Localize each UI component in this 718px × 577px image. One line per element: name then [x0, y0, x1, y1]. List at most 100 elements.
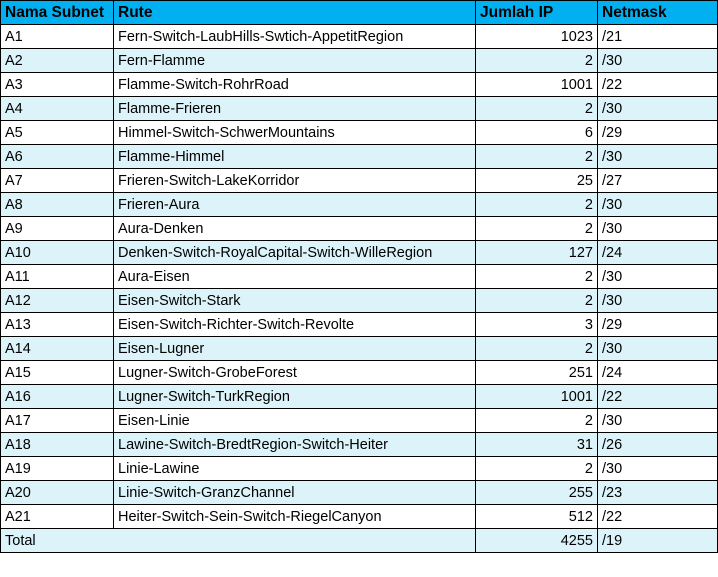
cell-netmask[interactable]: /30 [597, 408, 718, 433]
cell-ip-count[interactable]: 1001 [475, 384, 598, 409]
cell-netmask[interactable]: /27 [597, 168, 718, 193]
cell-subnet[interactable]: A5 [0, 120, 114, 145]
cell-ip-count[interactable]: 1023 [475, 24, 598, 49]
cell-subnet[interactable]: A15 [0, 360, 114, 385]
cell-route[interactable]: Flamme-Switch-RohrRoad [113, 72, 476, 97]
cell-route[interactable]: Frieren-Switch-LakeKorridor [113, 168, 476, 193]
cell-subnet[interactable]: A20 [0, 480, 114, 505]
cell-ip-count[interactable]: 255 [475, 480, 598, 505]
cell-ip-count[interactable]: 25 [475, 168, 598, 193]
cell-ip-count[interactable]: 251 [475, 360, 598, 385]
cell-ip-count[interactable]: 2 [475, 336, 598, 361]
cell-subnet[interactable]: A19 [0, 456, 114, 481]
cell-route[interactable]: Eisen-Linie [113, 408, 476, 433]
cell-route[interactable]: Eisen-Lugner [113, 336, 476, 361]
cell-subnet[interactable]: A4 [0, 96, 114, 121]
cell-route[interactable]: Himmel-Switch-SchwerMountains [113, 120, 476, 145]
table-row: A5 Himmel-Switch-SchwerMountains 6/29 [0, 120, 718, 145]
cell-subnet[interactable]: A3 [0, 72, 114, 97]
header-cell-ip-count[interactable]: Jumlah IP [475, 0, 598, 25]
table-row: A12 Eisen-Switch-Stark 2/30 [0, 288, 718, 313]
total-route-cell[interactable] [113, 528, 476, 553]
cell-netmask[interactable]: /23 [597, 480, 718, 505]
cell-ip-count[interactable]: 127 [475, 240, 598, 265]
cell-ip-count[interactable]: 2 [475, 192, 598, 217]
table-row: A16 Lugner-Switch-TurkRegion 1001/22 [0, 384, 718, 409]
cell-route[interactable]: Flamme-Himmel [113, 144, 476, 169]
cell-netmask[interactable]: /30 [597, 216, 718, 241]
cell-ip-count[interactable]: 2 [475, 96, 598, 121]
cell-subnet[interactable]: A2 [0, 48, 114, 73]
cell-ip-count[interactable]: 31 [475, 432, 598, 457]
cell-netmask[interactable]: /22 [597, 504, 718, 529]
cell-netmask[interactable]: /30 [597, 192, 718, 217]
cell-ip-count[interactable]: 2 [475, 216, 598, 241]
cell-netmask[interactable]: /30 [597, 144, 718, 169]
cell-route[interactable]: Fern-Switch-LaubHills-Swtich-AppetitRegi… [113, 24, 476, 49]
cell-route[interactable]: Denken-Switch-RoyalCapital-Switch-WilleR… [113, 240, 476, 265]
cell-netmask[interactable]: /22 [597, 72, 718, 97]
cell-route[interactable]: Heiter-Switch-Sein-Switch-RiegelCanyon [113, 504, 476, 529]
cell-route[interactable]: Aura-Eisen [113, 264, 476, 289]
cell-netmask[interactable]: /26 [597, 432, 718, 457]
cell-subnet[interactable]: A11 [0, 264, 114, 289]
cell-route[interactable]: Eisen-Switch-Richter-Switch-Revolte [113, 312, 476, 337]
table-row: A13 Eisen-Switch-Richter-Switch-Revolte 3/… [0, 312, 718, 337]
cell-ip-count[interactable]: 2 [475, 456, 598, 481]
cell-ip-count[interactable]: 3 [475, 312, 598, 337]
cell-netmask[interactable]: /30 [597, 264, 718, 289]
header-row: Nama Subnet Rute Jumlah IP Netmask [0, 0, 718, 25]
header-cell-subnet[interactable]: Nama Subnet [0, 0, 114, 25]
cell-subnet[interactable]: A16 [0, 384, 114, 409]
table-row: A6 Flamme-Himmel 2/30 [0, 144, 718, 169]
cell-netmask[interactable]: /30 [597, 48, 718, 73]
cell-route[interactable]: Aura-Denken [113, 216, 476, 241]
cell-ip-count[interactable]: 2 [475, 288, 598, 313]
cell-subnet[interactable]: A14 [0, 336, 114, 361]
cell-route[interactable]: Linie-Switch-GranzChannel [113, 480, 476, 505]
cell-subnet[interactable]: A21 [0, 504, 114, 529]
table-row: A17 Eisen-Linie 2/30 [0, 408, 718, 433]
cell-netmask[interactable]: /24 [597, 360, 718, 385]
cell-subnet[interactable]: A17 [0, 408, 114, 433]
cell-netmask[interactable]: /22 [597, 384, 718, 409]
cell-netmask[interactable]: /30 [597, 288, 718, 313]
cell-netmask[interactable]: /30 [597, 456, 718, 481]
cell-ip-count[interactable]: 2 [475, 144, 598, 169]
cell-route[interactable]: Lugner-Switch-TurkRegion [113, 384, 476, 409]
cell-route[interactable]: Eisen-Switch-Stark [113, 288, 476, 313]
cell-subnet[interactable]: A10 [0, 240, 114, 265]
cell-subnet[interactable]: A1 [0, 24, 114, 49]
total-netmask[interactable]: /19 [597, 528, 718, 553]
cell-netmask[interactable]: /29 [597, 312, 718, 337]
cell-netmask[interactable]: /30 [597, 96, 718, 121]
cell-ip-count[interactable]: 512 [475, 504, 598, 529]
cell-route[interactable]: Lugner-Switch-GrobeForest [113, 360, 476, 385]
cell-route[interactable]: Linie-Lawine [113, 456, 476, 481]
cell-ip-count[interactable]: 2 [475, 48, 598, 73]
cell-netmask[interactable]: /30 [597, 336, 718, 361]
total-label[interactable]: Total [0, 528, 114, 553]
cell-ip-count[interactable]: 2 [475, 264, 598, 289]
cell-ip-count[interactable]: 1001 [475, 72, 598, 97]
header-cell-netmask[interactable]: Netmask [597, 0, 718, 25]
cell-subnet[interactable]: A13 [0, 312, 114, 337]
cell-netmask[interactable]: /21 [597, 24, 718, 49]
cell-route[interactable]: Flamme-Frieren [113, 96, 476, 121]
cell-route[interactable]: Lawine-Switch-BredtRegion-Switch-Heiter [113, 432, 476, 457]
cell-subnet[interactable]: A8 [0, 192, 114, 217]
total-ip-count[interactable]: 4255 [475, 528, 598, 553]
cell-subnet[interactable]: A6 [0, 144, 114, 169]
cell-subnet[interactable]: A9 [0, 216, 114, 241]
cell-ip-count[interactable]: 2 [475, 408, 598, 433]
table-row: A10 Denken-Switch-RoyalCapital-Switch-Wil… [0, 240, 718, 265]
cell-subnet[interactable]: A7 [0, 168, 114, 193]
cell-netmask[interactable]: /24 [597, 240, 718, 265]
cell-netmask[interactable]: /29 [597, 120, 718, 145]
cell-route[interactable]: Frieren-Aura [113, 192, 476, 217]
cell-route[interactable]: Fern-Flamme [113, 48, 476, 73]
cell-ip-count[interactable]: 6 [475, 120, 598, 145]
cell-subnet[interactable]: A12 [0, 288, 114, 313]
header-cell-route[interactable]: Rute [113, 0, 476, 25]
cell-subnet[interactable]: A18 [0, 432, 114, 457]
